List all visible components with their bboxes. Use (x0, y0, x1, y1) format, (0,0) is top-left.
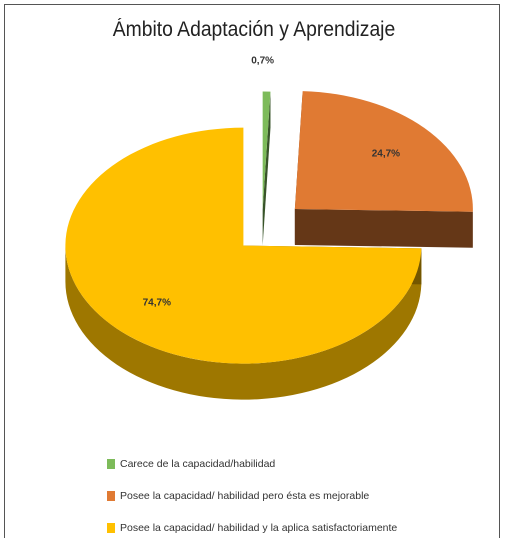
legend-label-satisfactoria: Posee la capacidad/ habilidad y la aplic… (120, 522, 397, 534)
slice-label-2: 74,7% (143, 298, 171, 309)
legend-label-carece: Carece de la capacidad/habilidad (120, 458, 275, 470)
legend-label-mejorable: Posee la capacidad/ habilidad pero ésta … (120, 490, 369, 502)
legend-item-satisfactoria: Posee la capacidad/ habilidad y la aplic… (107, 512, 397, 544)
legend-item-mejorable: Posee la capacidad/ habilidad pero ésta … (107, 480, 397, 512)
slice-label-1: 24,7% (372, 149, 400, 160)
legend-swatch-carece (107, 459, 115, 469)
slice-wall-1-1 (295, 209, 473, 248)
legend-swatch-satisfactoria (107, 523, 115, 533)
legend-swatch-mejorable (107, 491, 115, 501)
legend: Carece de la capacidad/habilidad Posee l… (107, 448, 397, 544)
slice-label-0: 0,7% (251, 56, 274, 67)
slice-0 (263, 92, 271, 210)
legend-item-carece: Carece de la capacidad/habilidad (107, 448, 397, 480)
